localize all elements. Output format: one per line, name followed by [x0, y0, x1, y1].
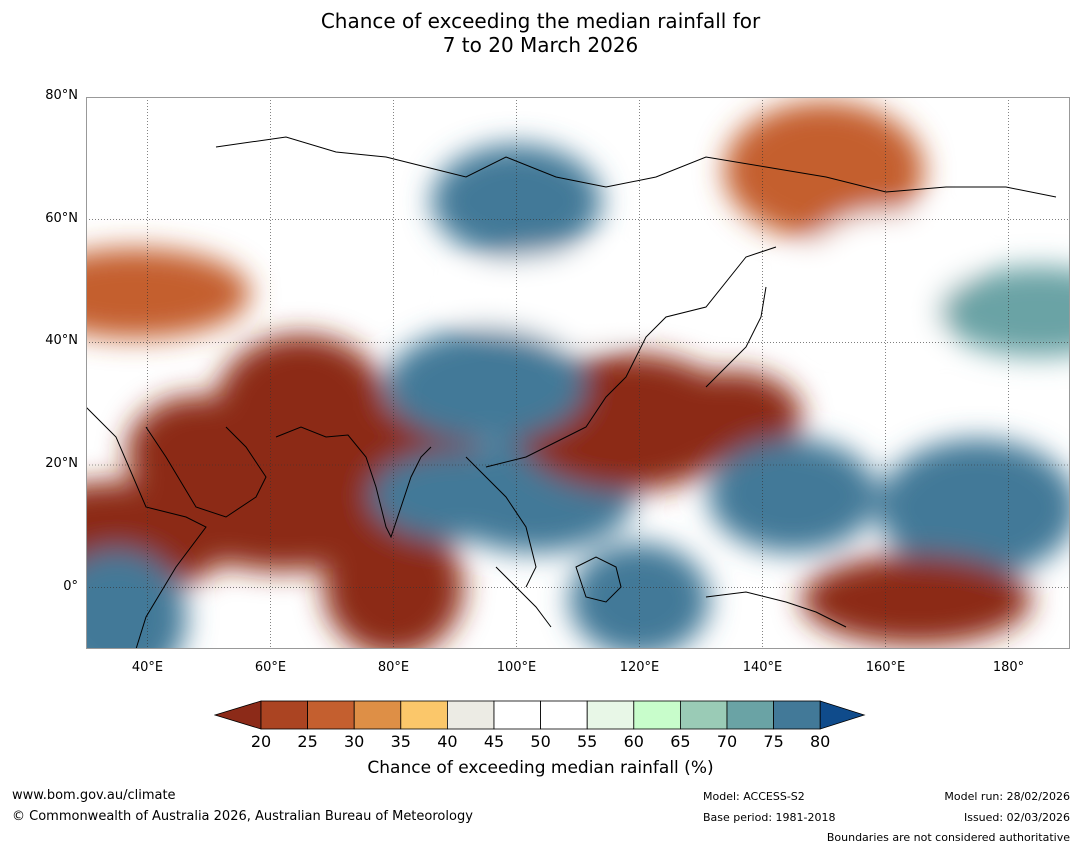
coastline-india — [275, 426, 432, 539]
colorbar-segment — [493, 700, 541, 730]
colorbar — [214, 700, 866, 730]
map-title-line2: 7 to 20 March 2026 — [442, 33, 639, 57]
region-japan-pacific — [661, 370, 802, 461]
lon-label: 80°E — [377, 660, 410, 675]
coastline-africa — [86, 406, 207, 649]
coastline-borneo — [575, 556, 622, 603]
lon-label: 120°E — [619, 660, 660, 675]
region-west-pacific — [877, 438, 1070, 577]
region-black-sea — [86, 248, 251, 339]
colorbar-tick-label: 30 — [344, 732, 365, 751]
colorbar-high-arrow — [819, 700, 866, 730]
lat-label: 80°N — [45, 88, 78, 103]
lon-label: 140°E — [742, 660, 783, 675]
colorbar-tick-label: 45 — [483, 732, 505, 751]
region-tibet — [385, 328, 586, 443]
colorbar-segment — [726, 700, 774, 730]
colorbar-tick-label: 35 — [390, 732, 411, 751]
region-arctic-russia — [200, 97, 341, 173]
colorbar-tick-label: 55 — [577, 732, 598, 751]
coastline-japan — [705, 286, 767, 388]
region-alaska-gulf — [939, 266, 1070, 357]
colorbar-label: Chance of exceeding median rainfall (%) — [367, 758, 714, 778]
colorbar-tick-label: 20 — [250, 732, 272, 751]
region-equatorial-pacific — [801, 554, 1032, 645]
colorbar-segment — [307, 700, 355, 730]
lat-label: 20°N — [45, 456, 78, 471]
coastline-indochina — [465, 456, 537, 588]
coastline-sumatra — [495, 566, 552, 628]
lat-label: 0° — [63, 578, 78, 594]
map-frame — [86, 97, 1070, 649]
colorbar-segment — [586, 700, 635, 730]
coastline-arctic — [215, 136, 1057, 198]
lon-label: 40°E — [131, 660, 164, 675]
lon-label: 160°E — [865, 660, 906, 675]
colorbar-segment — [260, 700, 308, 730]
colorbar-tick-label: 75 — [763, 732, 784, 751]
colorbar-segment — [446, 700, 495, 730]
lon-label: 60°E — [254, 660, 287, 675]
region-east-siberia — [724, 101, 924, 240]
colorbar-tick-label: 70 — [716, 732, 738, 751]
footer-base-period: Base period: 1981-2018 — [703, 811, 836, 824]
colorbar-tick-label: 40 — [437, 732, 458, 751]
footer-model-run: Model run: 28/02/2026 — [944, 790, 1070, 803]
colorbar-tick-label: 50 — [530, 732, 551, 751]
colorbar-tick-label: 80 — [810, 732, 831, 751]
region-philippine-sea — [708, 438, 879, 553]
footer-disclaimer: Boundaries are not considered authoritat… — [826, 831, 1070, 844]
lat-label: 60°N — [45, 210, 78, 226]
footer-model: Model: ACCESS-S2 — [703, 790, 805, 803]
colorbar-tick-label: 65 — [670, 732, 691, 751]
colorbar-tick-label: 60 — [623, 732, 644, 751]
footer-url[interactable]: www.bom.gov.au/climate — [12, 788, 176, 803]
lon-label: 180° — [992, 660, 1025, 675]
colorbar-segment — [679, 700, 728, 730]
footer-copyright: © Commonwealth of Australia 2026, Austra… — [12, 809, 473, 824]
colorbar-segment — [353, 700, 402, 730]
coastline-arabia — [145, 426, 267, 518]
coastline-east-asia — [485, 246, 777, 468]
region-somalia-coast — [86, 549, 187, 649]
colorbar-tick-label: 25 — [297, 732, 318, 751]
colorbar-segment — [400, 700, 448, 730]
colorbar-segment — [540, 700, 588, 730]
lat-label: 40°N — [45, 333, 78, 349]
lon-label: 100°E — [496, 660, 537, 675]
rainfall-map — [86, 97, 1070, 649]
colorbar-segment — [773, 700, 821, 730]
footer-issued: Issued: 02/03/2026 — [963, 811, 1070, 824]
map-title-line1: Chance of exceeding the median rainfall … — [320, 9, 761, 33]
region-mongolia — [462, 254, 633, 345]
colorbar-low-arrow — [214, 700, 262, 730]
colorbar-segment — [633, 700, 681, 730]
coastline-new-guinea — [705, 591, 847, 628]
